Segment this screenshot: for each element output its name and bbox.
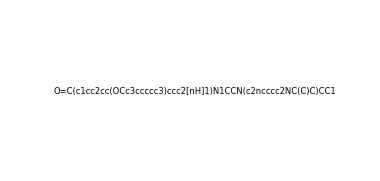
Text: O=C(c1cc2cc(OCc3ccccc3)ccc2[nH]1)N1CCN(c2ncccc2NC(C)C)CC1: O=C(c1cc2cc(OCc3ccccc3)ccc2[nH]1)N1CCN(c… <box>54 87 336 96</box>
